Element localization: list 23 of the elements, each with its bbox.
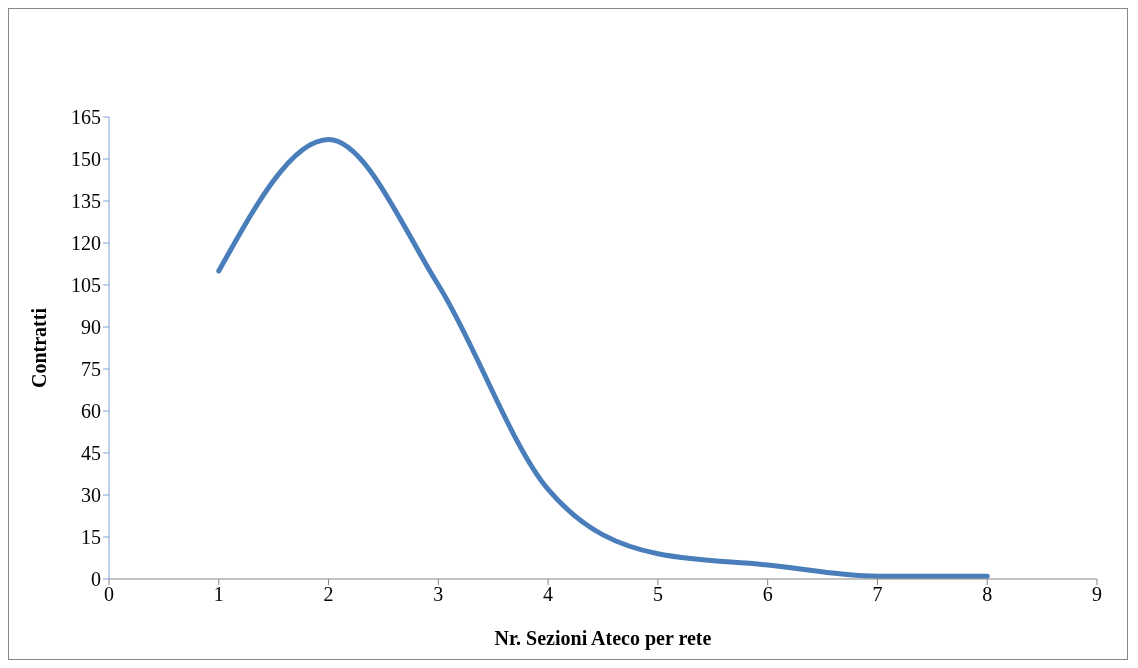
y-tick-label: 75 [81, 358, 101, 381]
x-tick-label: 8 [982, 583, 993, 606]
x-axis-title: Nr. Sezioni Ateco per rete [494, 627, 712, 650]
y-tick-label: 165 [71, 106, 101, 129]
y-tick-label: 15 [81, 526, 101, 549]
x-tick-label: 9 [1092, 583, 1102, 606]
x-tick-label: 2 [323, 583, 334, 606]
y-tick-label: 0 [91, 568, 101, 591]
y-tick-label: 150 [71, 148, 101, 171]
y-tick-label: 60 [81, 400, 101, 423]
x-tick-label: 6 [762, 583, 773, 606]
y-tick-label: 120 [71, 232, 101, 255]
y-tick-label: 105 [71, 274, 101, 297]
y-tick-label: 45 [81, 442, 101, 465]
y-tick-label: 90 [81, 316, 101, 339]
x-tick-label: 5 [652, 583, 663, 606]
y-axis-title: Contratti [28, 307, 51, 388]
x-tick-label: 1 [213, 583, 224, 606]
y-tick-label: 30 [81, 484, 101, 507]
x-tick-label: 4 [543, 583, 554, 606]
x-tick-label: 7 [872, 583, 883, 606]
y-tick-label: 135 [71, 190, 101, 213]
x-tick-label: 3 [433, 583, 444, 606]
